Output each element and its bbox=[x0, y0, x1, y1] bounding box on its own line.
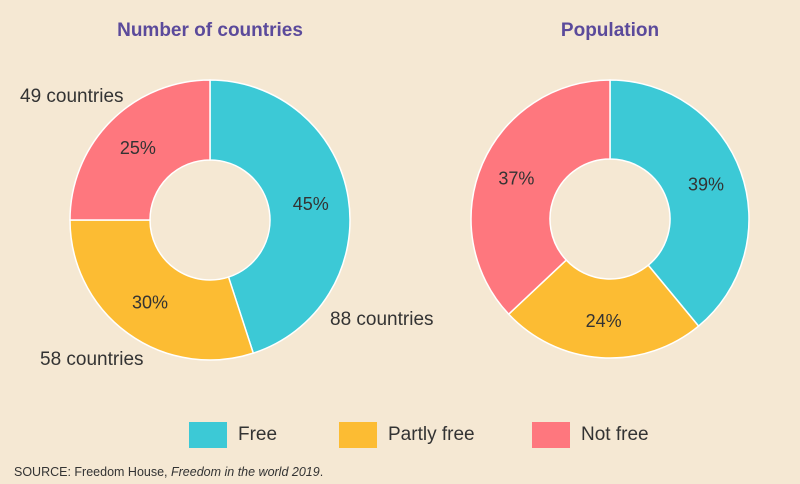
source-note: SOURCE: Freedom House, Freedom in the wo… bbox=[14, 465, 323, 479]
legend-item-partly-free: Partly free bbox=[339, 420, 475, 450]
source-title: Freedom in the world 2019 bbox=[171, 465, 320, 479]
source-suffix: . bbox=[319, 465, 324, 479]
legend-label-partly-free: Partly free bbox=[388, 424, 475, 445]
slice-population-free bbox=[609, 79, 750, 328]
value-label-population-partly-free: 24% bbox=[586, 311, 622, 331]
value-label-countries-free: 45% bbox=[293, 194, 329, 214]
legend: Free Partly free Not free bbox=[0, 420, 800, 450]
legend-label-free: Free bbox=[238, 424, 278, 445]
value-label-countries-not-free: 25% bbox=[120, 138, 156, 158]
slice-countries-not-free bbox=[69, 79, 211, 221]
chart-title-countries: Number of countries bbox=[117, 20, 303, 41]
slice-countries-free bbox=[209, 79, 351, 355]
legend-item-free: Free bbox=[189, 420, 277, 450]
slice-countries-partly-free bbox=[69, 219, 255, 361]
legend-item-not-free: Not free bbox=[532, 420, 649, 450]
legend-label-not-free: Not free bbox=[581, 424, 649, 445]
value-label-countries-partly-free: 30% bbox=[132, 293, 168, 313]
value-label-population-free: 39% bbox=[688, 174, 724, 194]
slice-population-partly-free bbox=[507, 259, 700, 359]
chart-title-population: Population bbox=[560, 20, 660, 41]
value-label-population-not-free: 37% bbox=[498, 168, 534, 188]
legend-swatch-partly-free bbox=[339, 422, 377, 448]
slice-population-not-free bbox=[470, 79, 611, 316]
count-label-not-free: 49 countries bbox=[20, 86, 124, 107]
count-label-partly-free: 58 countries bbox=[40, 349, 144, 370]
source-prefix: SOURCE: Freedom House, bbox=[14, 465, 171, 479]
count-label-free: 88 countries bbox=[330, 309, 434, 330]
legend-swatch-free bbox=[189, 422, 227, 448]
legend-swatch-not-free bbox=[532, 422, 570, 448]
